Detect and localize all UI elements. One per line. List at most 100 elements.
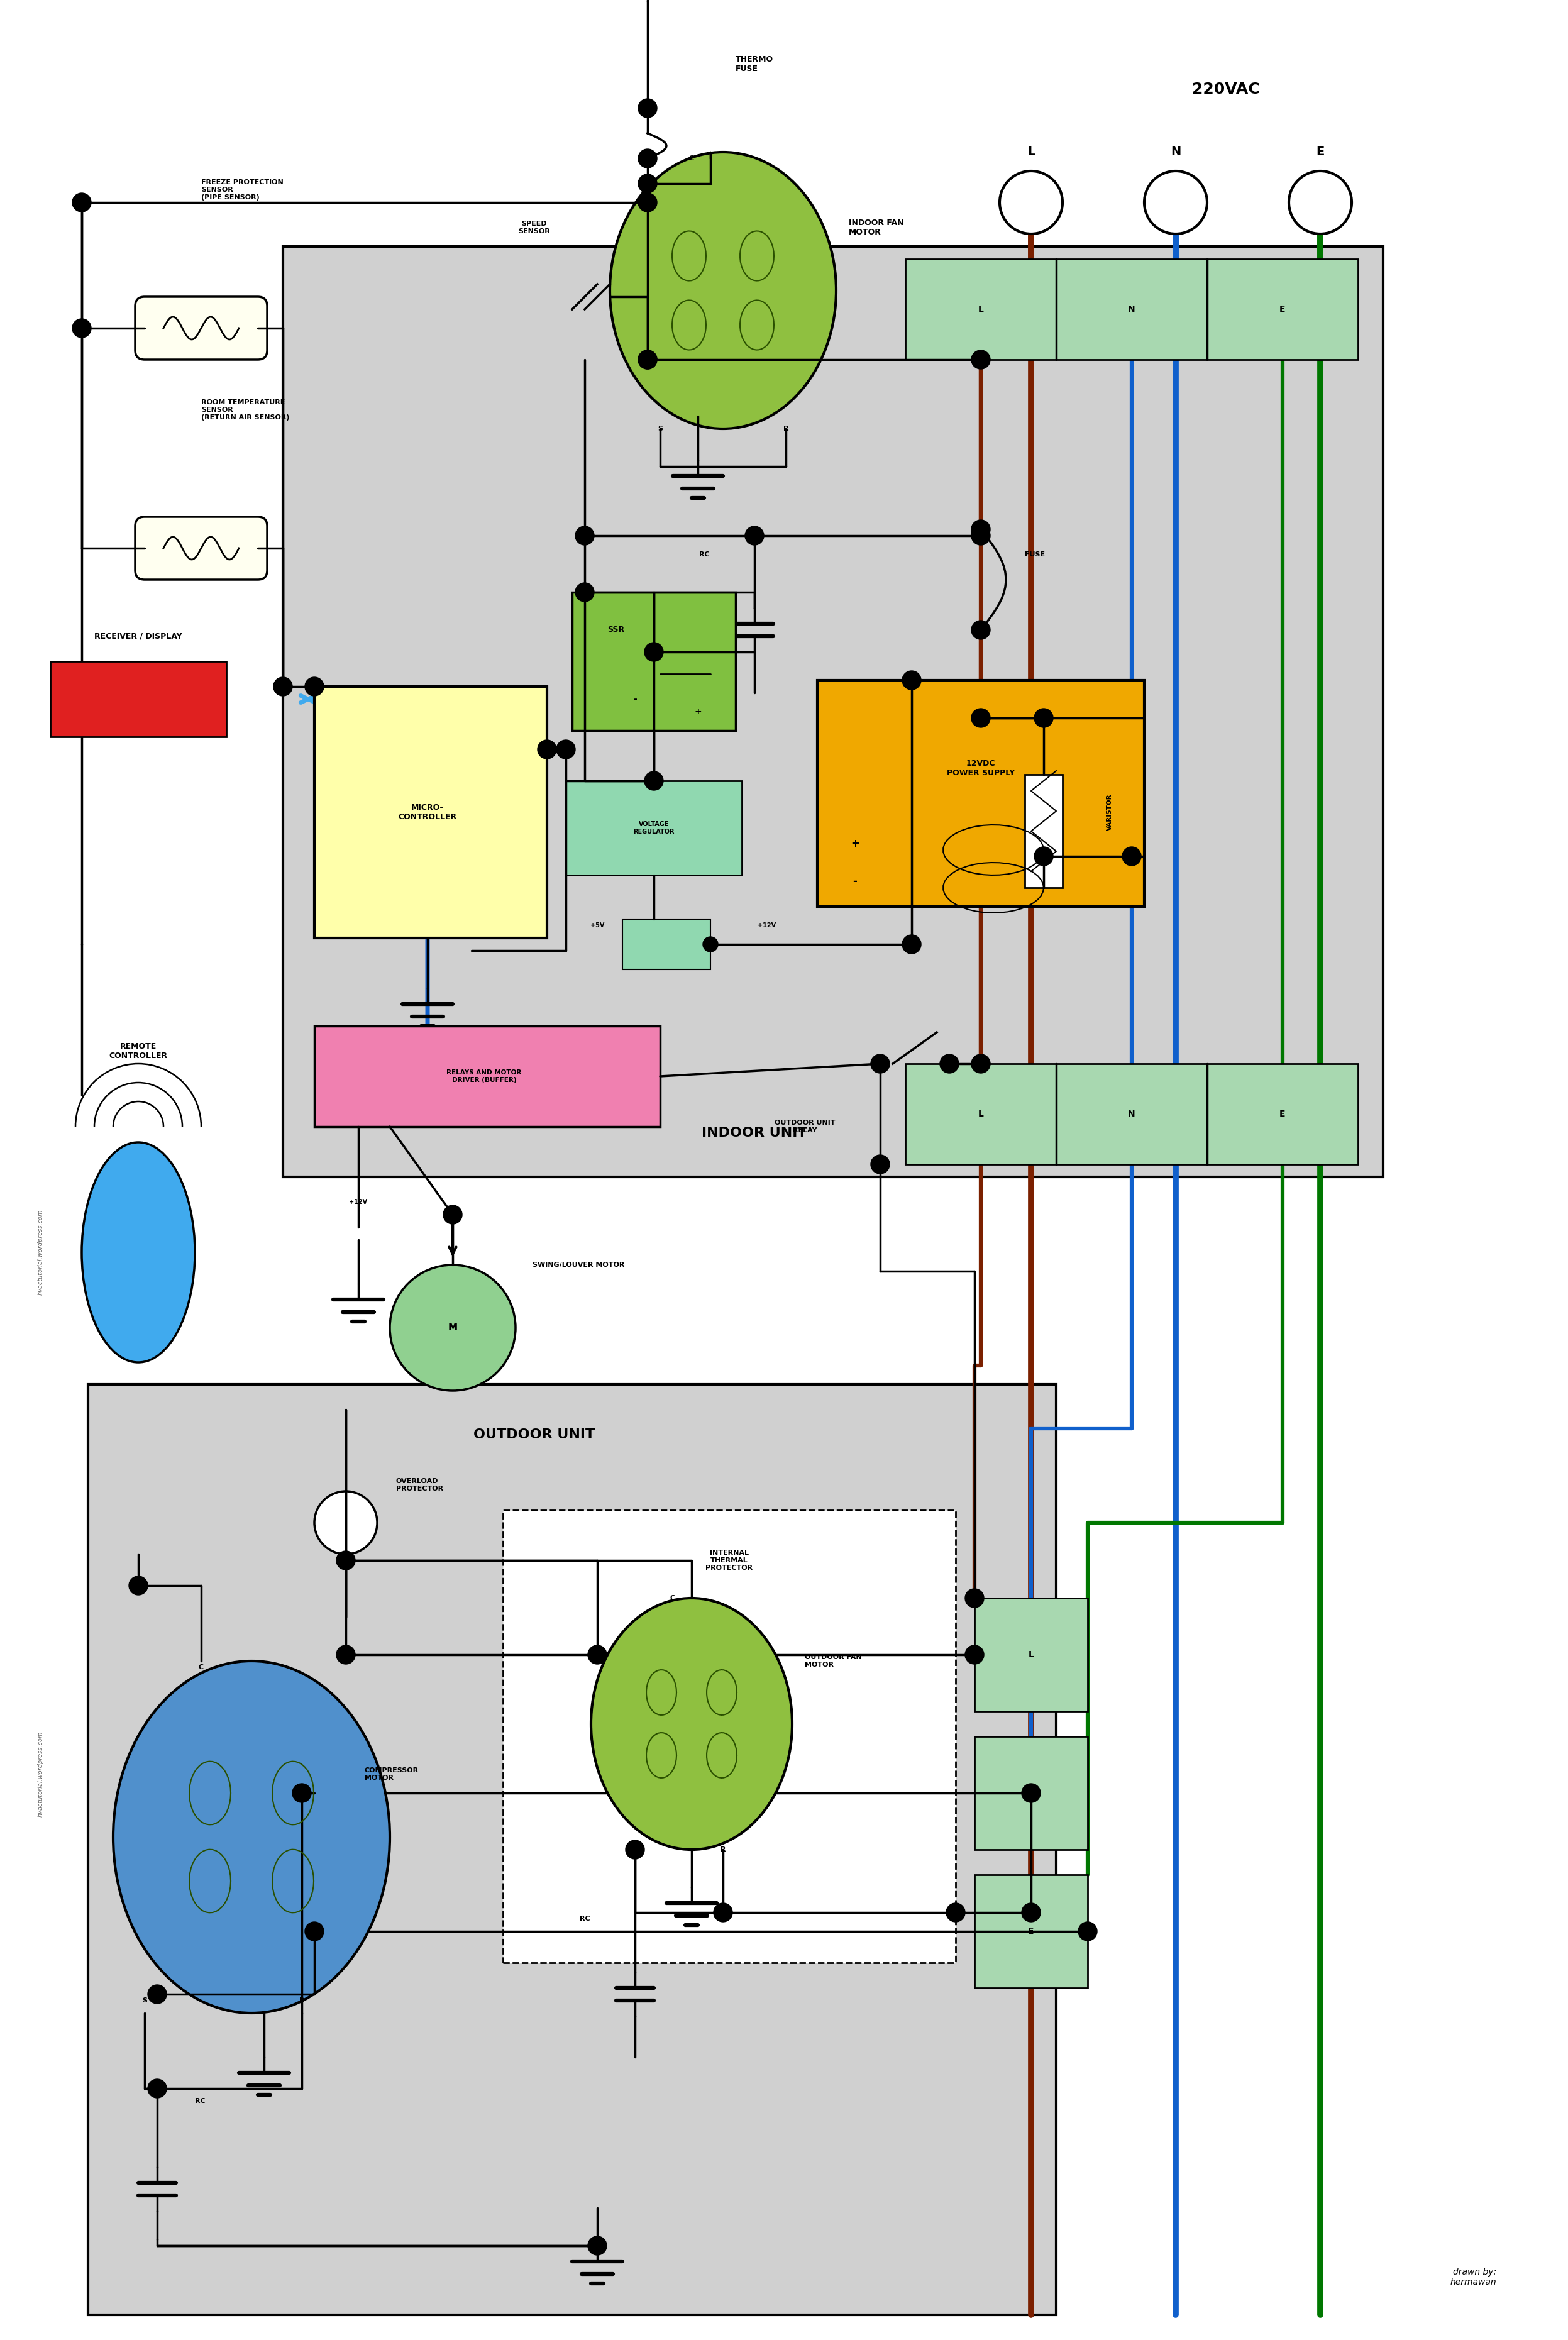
Circle shape — [1000, 171, 1063, 234]
Circle shape — [702, 936, 718, 952]
FancyBboxPatch shape — [135, 517, 267, 580]
Text: C: C — [688, 154, 695, 161]
Bar — [817, 681, 1145, 906]
Text: C: C — [670, 1596, 676, 1601]
Text: R: R — [299, 1998, 304, 2003]
Circle shape — [1145, 171, 1207, 234]
Bar — [566, 782, 742, 875]
Text: FUSE: FUSE — [1025, 552, 1044, 557]
Text: VOLTAGE
REGULATOR: VOLTAGE REGULATOR — [633, 821, 674, 835]
Text: N: N — [1171, 145, 1181, 159]
Text: THERMO
FUSE: THERMO FUSE — [735, 56, 773, 73]
Circle shape — [304, 1921, 323, 1940]
Circle shape — [971, 526, 991, 545]
Text: S: S — [632, 1846, 638, 1853]
Bar — [88, 1385, 1057, 2314]
Circle shape — [964, 1645, 985, 1664]
Text: COMPRESSOR
MOTOR: COMPRESSOR MOTOR — [365, 1767, 419, 1781]
Circle shape — [902, 672, 920, 690]
Text: S: S — [143, 1998, 147, 2003]
Bar — [974, 1736, 1088, 1849]
Circle shape — [1022, 1783, 1041, 1802]
Circle shape — [971, 620, 991, 639]
Circle shape — [644, 772, 663, 791]
Circle shape — [638, 192, 657, 213]
Text: OVERLOAD
PROTECTOR: OVERLOAD PROTECTOR — [397, 1479, 444, 1493]
Circle shape — [971, 709, 991, 728]
Circle shape — [902, 936, 920, 955]
Text: hvactutorial.wordpress.com: hvactutorial.wordpress.com — [38, 1210, 44, 1296]
Text: SPEED
SENSOR: SPEED SENSOR — [519, 220, 550, 234]
Text: RECEIVER / DISPLAY: RECEIVER / DISPLAY — [94, 632, 182, 641]
Text: S: S — [657, 426, 663, 433]
Circle shape — [390, 1266, 516, 1390]
Circle shape — [337, 1551, 356, 1570]
Circle shape — [1289, 171, 1352, 234]
Text: E: E — [1279, 1109, 1286, 1119]
Bar — [622, 920, 710, 969]
Text: +5V: +5V — [590, 922, 604, 929]
Ellipse shape — [591, 1598, 792, 1849]
Circle shape — [644, 644, 663, 662]
Text: -: - — [633, 695, 637, 704]
Circle shape — [713, 1902, 732, 1921]
Text: L: L — [1029, 1650, 1033, 1659]
Circle shape — [588, 2237, 607, 2256]
Text: RC: RC — [699, 552, 709, 557]
Circle shape — [971, 1055, 991, 1074]
Text: -: - — [853, 875, 858, 887]
Circle shape — [575, 583, 594, 601]
Circle shape — [292, 1783, 310, 1802]
Circle shape — [538, 739, 557, 758]
Circle shape — [638, 351, 657, 370]
Circle shape — [1123, 847, 1142, 866]
Text: +: + — [695, 707, 701, 716]
Bar — [974, 1598, 1088, 1711]
Text: INDOOR FAN
MOTOR: INDOOR FAN MOTOR — [848, 218, 903, 236]
Text: 220VAC: 220VAC — [1192, 82, 1259, 96]
Text: ROOM TEMPERATURE
SENSOR
(RETURN AIR SENSOR): ROOM TEMPERATURE SENSOR (RETURN AIR SENS… — [201, 400, 290, 421]
Text: FREEZE PROTECTION
SENSOR
(PIPE SENSOR): FREEZE PROTECTION SENSOR (PIPE SENSOR) — [201, 180, 284, 201]
Text: L: L — [1027, 145, 1035, 159]
Text: MICRO-
CONTROLLER: MICRO- CONTROLLER — [398, 803, 456, 821]
Bar — [572, 592, 735, 730]
FancyBboxPatch shape — [135, 297, 267, 360]
Text: REMOTE
CONTROLLER: REMOTE CONTROLLER — [110, 1041, 168, 1060]
Circle shape — [147, 2080, 166, 2099]
Circle shape — [337, 1645, 356, 1664]
Circle shape — [964, 1589, 985, 1608]
Text: M: M — [448, 1322, 458, 1331]
Circle shape — [304, 676, 323, 695]
Circle shape — [575, 526, 594, 545]
Text: OUTDOOR FAN
MOTOR: OUTDOOR FAN MOTOR — [804, 1654, 862, 1668]
Text: SSR: SSR — [608, 625, 624, 634]
Text: INDOOR UNIT: INDOOR UNIT — [702, 1126, 808, 1140]
Text: INTERNAL
THERMAL
PROTECTOR: INTERNAL THERMAL PROTECTOR — [706, 1549, 753, 1570]
Circle shape — [1022, 1902, 1041, 1921]
Circle shape — [870, 1055, 889, 1074]
Text: RC: RC — [580, 1916, 590, 1921]
Text: C: C — [199, 1664, 204, 1671]
Text: OUTDOOR UNIT
RELAY: OUTDOOR UNIT RELAY — [775, 1121, 836, 1133]
Bar — [974, 1874, 1088, 1989]
Text: L: L — [978, 1109, 983, 1119]
Text: +: + — [851, 838, 859, 849]
Circle shape — [557, 739, 575, 758]
Bar — [282, 246, 1383, 1177]
Circle shape — [1079, 1921, 1098, 1940]
Circle shape — [1035, 847, 1054, 866]
Text: N: N — [1127, 1109, 1135, 1119]
Circle shape — [638, 351, 657, 370]
Text: hvactutorial.wordpress.com: hvactutorial.wordpress.com — [38, 1732, 44, 1818]
Text: +12V: +12V — [350, 1198, 367, 1205]
Circle shape — [626, 1839, 644, 1858]
Circle shape — [870, 1156, 889, 1175]
Circle shape — [147, 1984, 166, 2003]
Bar — [905, 260, 1358, 360]
Bar — [314, 686, 547, 938]
Circle shape — [971, 519, 991, 538]
Text: VARISTOR: VARISTOR — [1107, 793, 1113, 831]
Circle shape — [444, 1205, 463, 1224]
Circle shape — [273, 676, 292, 695]
Text: OUTDOOR UNIT: OUTDOOR UNIT — [474, 1427, 596, 1441]
